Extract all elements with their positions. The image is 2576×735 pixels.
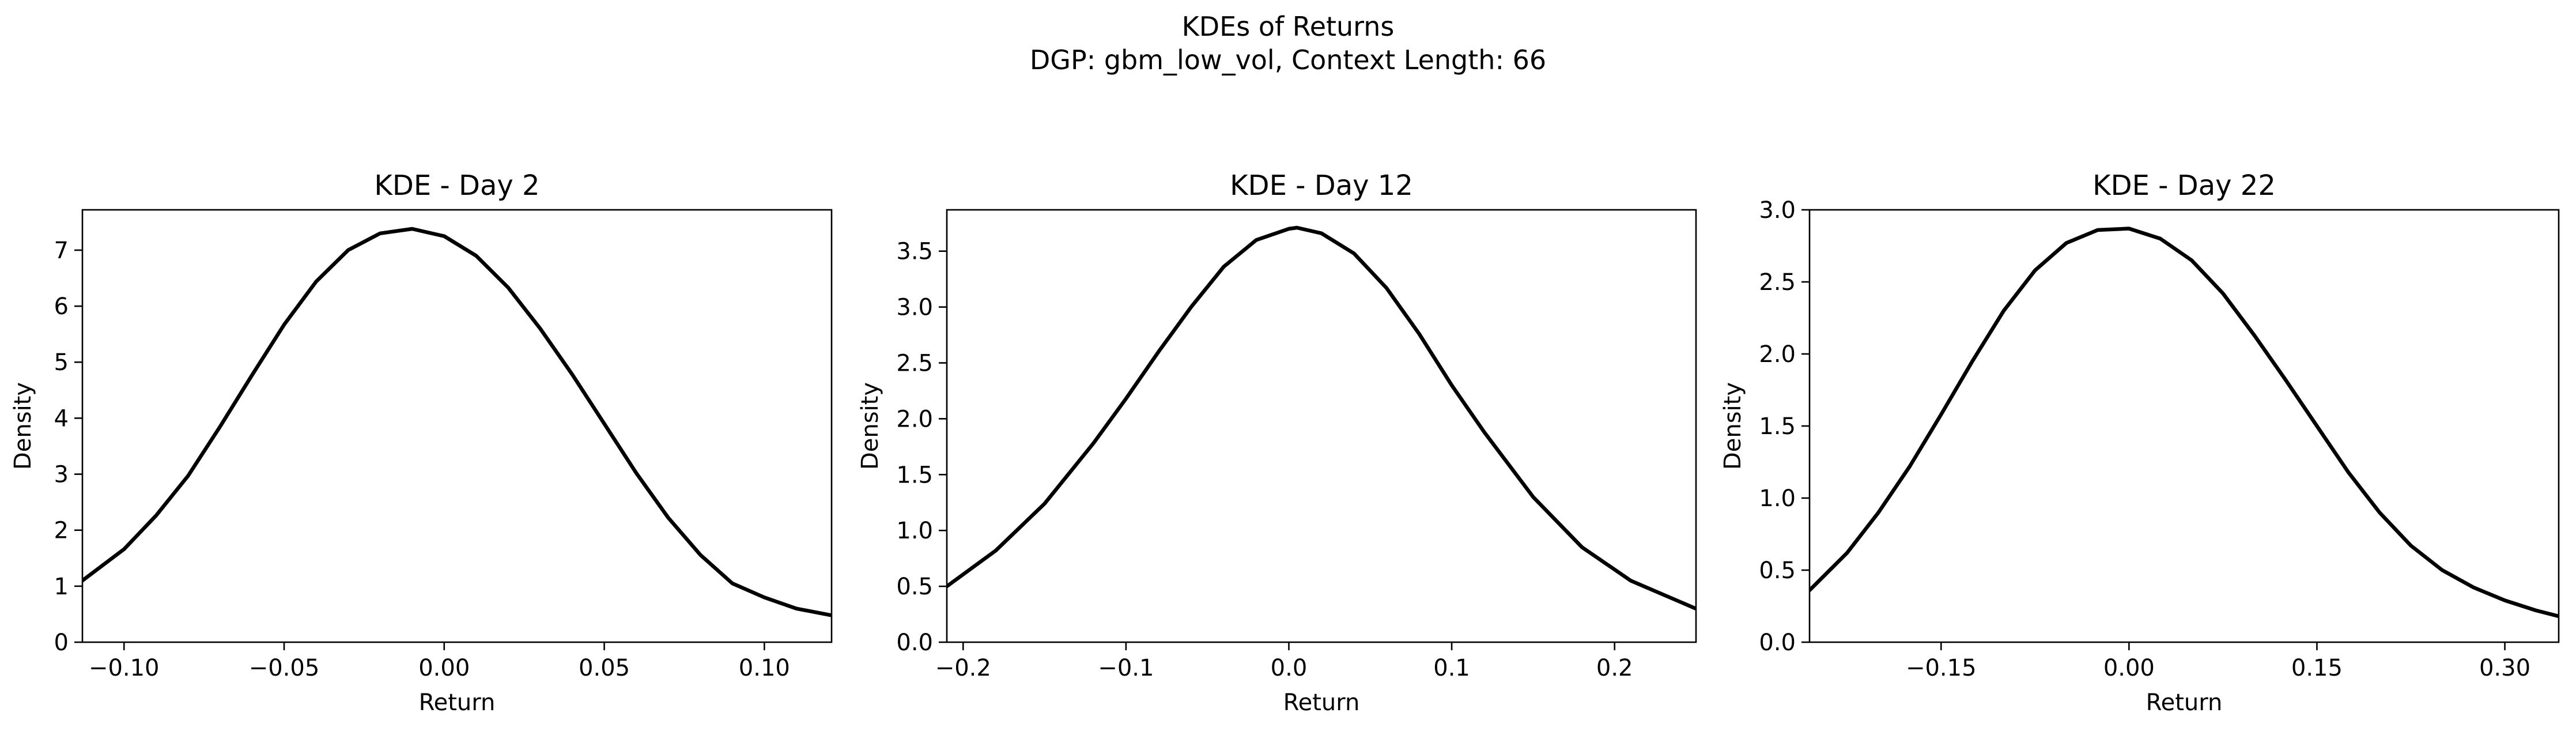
y-tick-label: 1 <box>54 574 69 600</box>
figure-subtitle: DGP: gbm_low_vol, Context Length: 66 <box>1030 44 1546 76</box>
axes-frame <box>81 209 833 643</box>
y-axis-label: Density <box>1720 382 1746 470</box>
x-axis-label: Return <box>1283 689 1360 716</box>
y-tick-label: 2.0 <box>896 406 933 432</box>
figure-title: KDEs of Returns <box>1182 11 1395 42</box>
y-tick-label: 2.5 <box>896 350 933 377</box>
y-axis-label: Density <box>10 382 36 470</box>
y-tick-label: 7 <box>54 238 69 264</box>
x-tick-label: 0.05 <box>579 655 630 681</box>
x-axis-label: Return <box>419 689 496 716</box>
subplots: −0.10 −0.05 0.00 0.05 0.10 0 1 2 3 4 5 6 7 KDE - Day … <box>10 169 2560 716</box>
y-tick-label: 0.5 <box>896 574 933 600</box>
subplot-3: −0.15 0.00 0.15 0.30 0.0 0.5 1.0 1.5 2.0 2.5 3.0 KD… <box>1720 169 2560 716</box>
kde-line <box>82 227 832 617</box>
y-tick-label: 0.0 <box>1759 630 1796 656</box>
y-tick-label: 1.0 <box>1759 485 1796 512</box>
subplot-2: −0.2 −0.1 0.0 0.1 0.2 0.0 0.5 1.0 1.5 2.0 2.5 3.0 3.… <box>857 169 1697 716</box>
x-tick-label: 0.30 <box>2479 655 2530 681</box>
x-tick-label: 0.00 <box>418 655 470 681</box>
y-tick-label: 0 <box>54 630 69 656</box>
kde-line <box>947 225 1696 611</box>
x-tick-label: −0.05 <box>249 655 320 681</box>
y-tick-label: 1.0 <box>896 518 933 544</box>
x-tick-label: 0.00 <box>2103 655 2155 681</box>
y-tick-label: 2.5 <box>1759 269 1796 296</box>
x-tick-label: −0.1 <box>1098 655 1154 681</box>
subplot-1: −0.10 −0.05 0.00 0.05 0.10 0 1 2 3 4 5 6 7 KDE - Day … <box>10 169 833 716</box>
y-tick-label: 5 <box>54 349 69 376</box>
y-tick-label: 1.5 <box>1759 413 1796 440</box>
subplot-title: KDE - Day 12 <box>1230 169 1413 202</box>
kde-line <box>1810 227 2559 619</box>
x-tick-label: 0.15 <box>2291 655 2343 681</box>
y-tick-label: 0.0 <box>896 630 933 656</box>
y-tick-label: 2.0 <box>1759 341 1796 368</box>
x-tick-label: 0.10 <box>739 655 790 681</box>
x-tick-label: 0.2 <box>1596 655 1633 681</box>
x-tick-label: −0.10 <box>89 655 160 681</box>
y-tick-label: 3.0 <box>896 295 933 321</box>
y-axis-label: Density <box>857 382 883 470</box>
y-tick-label: 3.5 <box>896 239 933 265</box>
y-tick-label: 0.5 <box>1759 557 1796 584</box>
y-tick-label: 6 <box>54 293 69 320</box>
x-tick-label: −0.15 <box>1906 655 1977 681</box>
x-tick-label: 0.1 <box>1433 655 1470 681</box>
y-tick-label: 1.5 <box>896 462 933 488</box>
x-tick-label: 0.0 <box>1271 655 1308 681</box>
y-tick-label: 4 <box>54 405 69 432</box>
y-tick-label: 2 <box>54 518 69 544</box>
subplot-title: KDE - Day 2 <box>374 169 539 202</box>
x-tick-label: −0.2 <box>935 655 991 681</box>
y-tick-label: 3 <box>54 462 69 488</box>
y-tick-label: 3.0 <box>1759 197 1796 224</box>
subplot-title: KDE - Day 22 <box>2092 169 2276 202</box>
axes-frame <box>946 209 1697 643</box>
x-axis-label: Return <box>2146 689 2223 716</box>
